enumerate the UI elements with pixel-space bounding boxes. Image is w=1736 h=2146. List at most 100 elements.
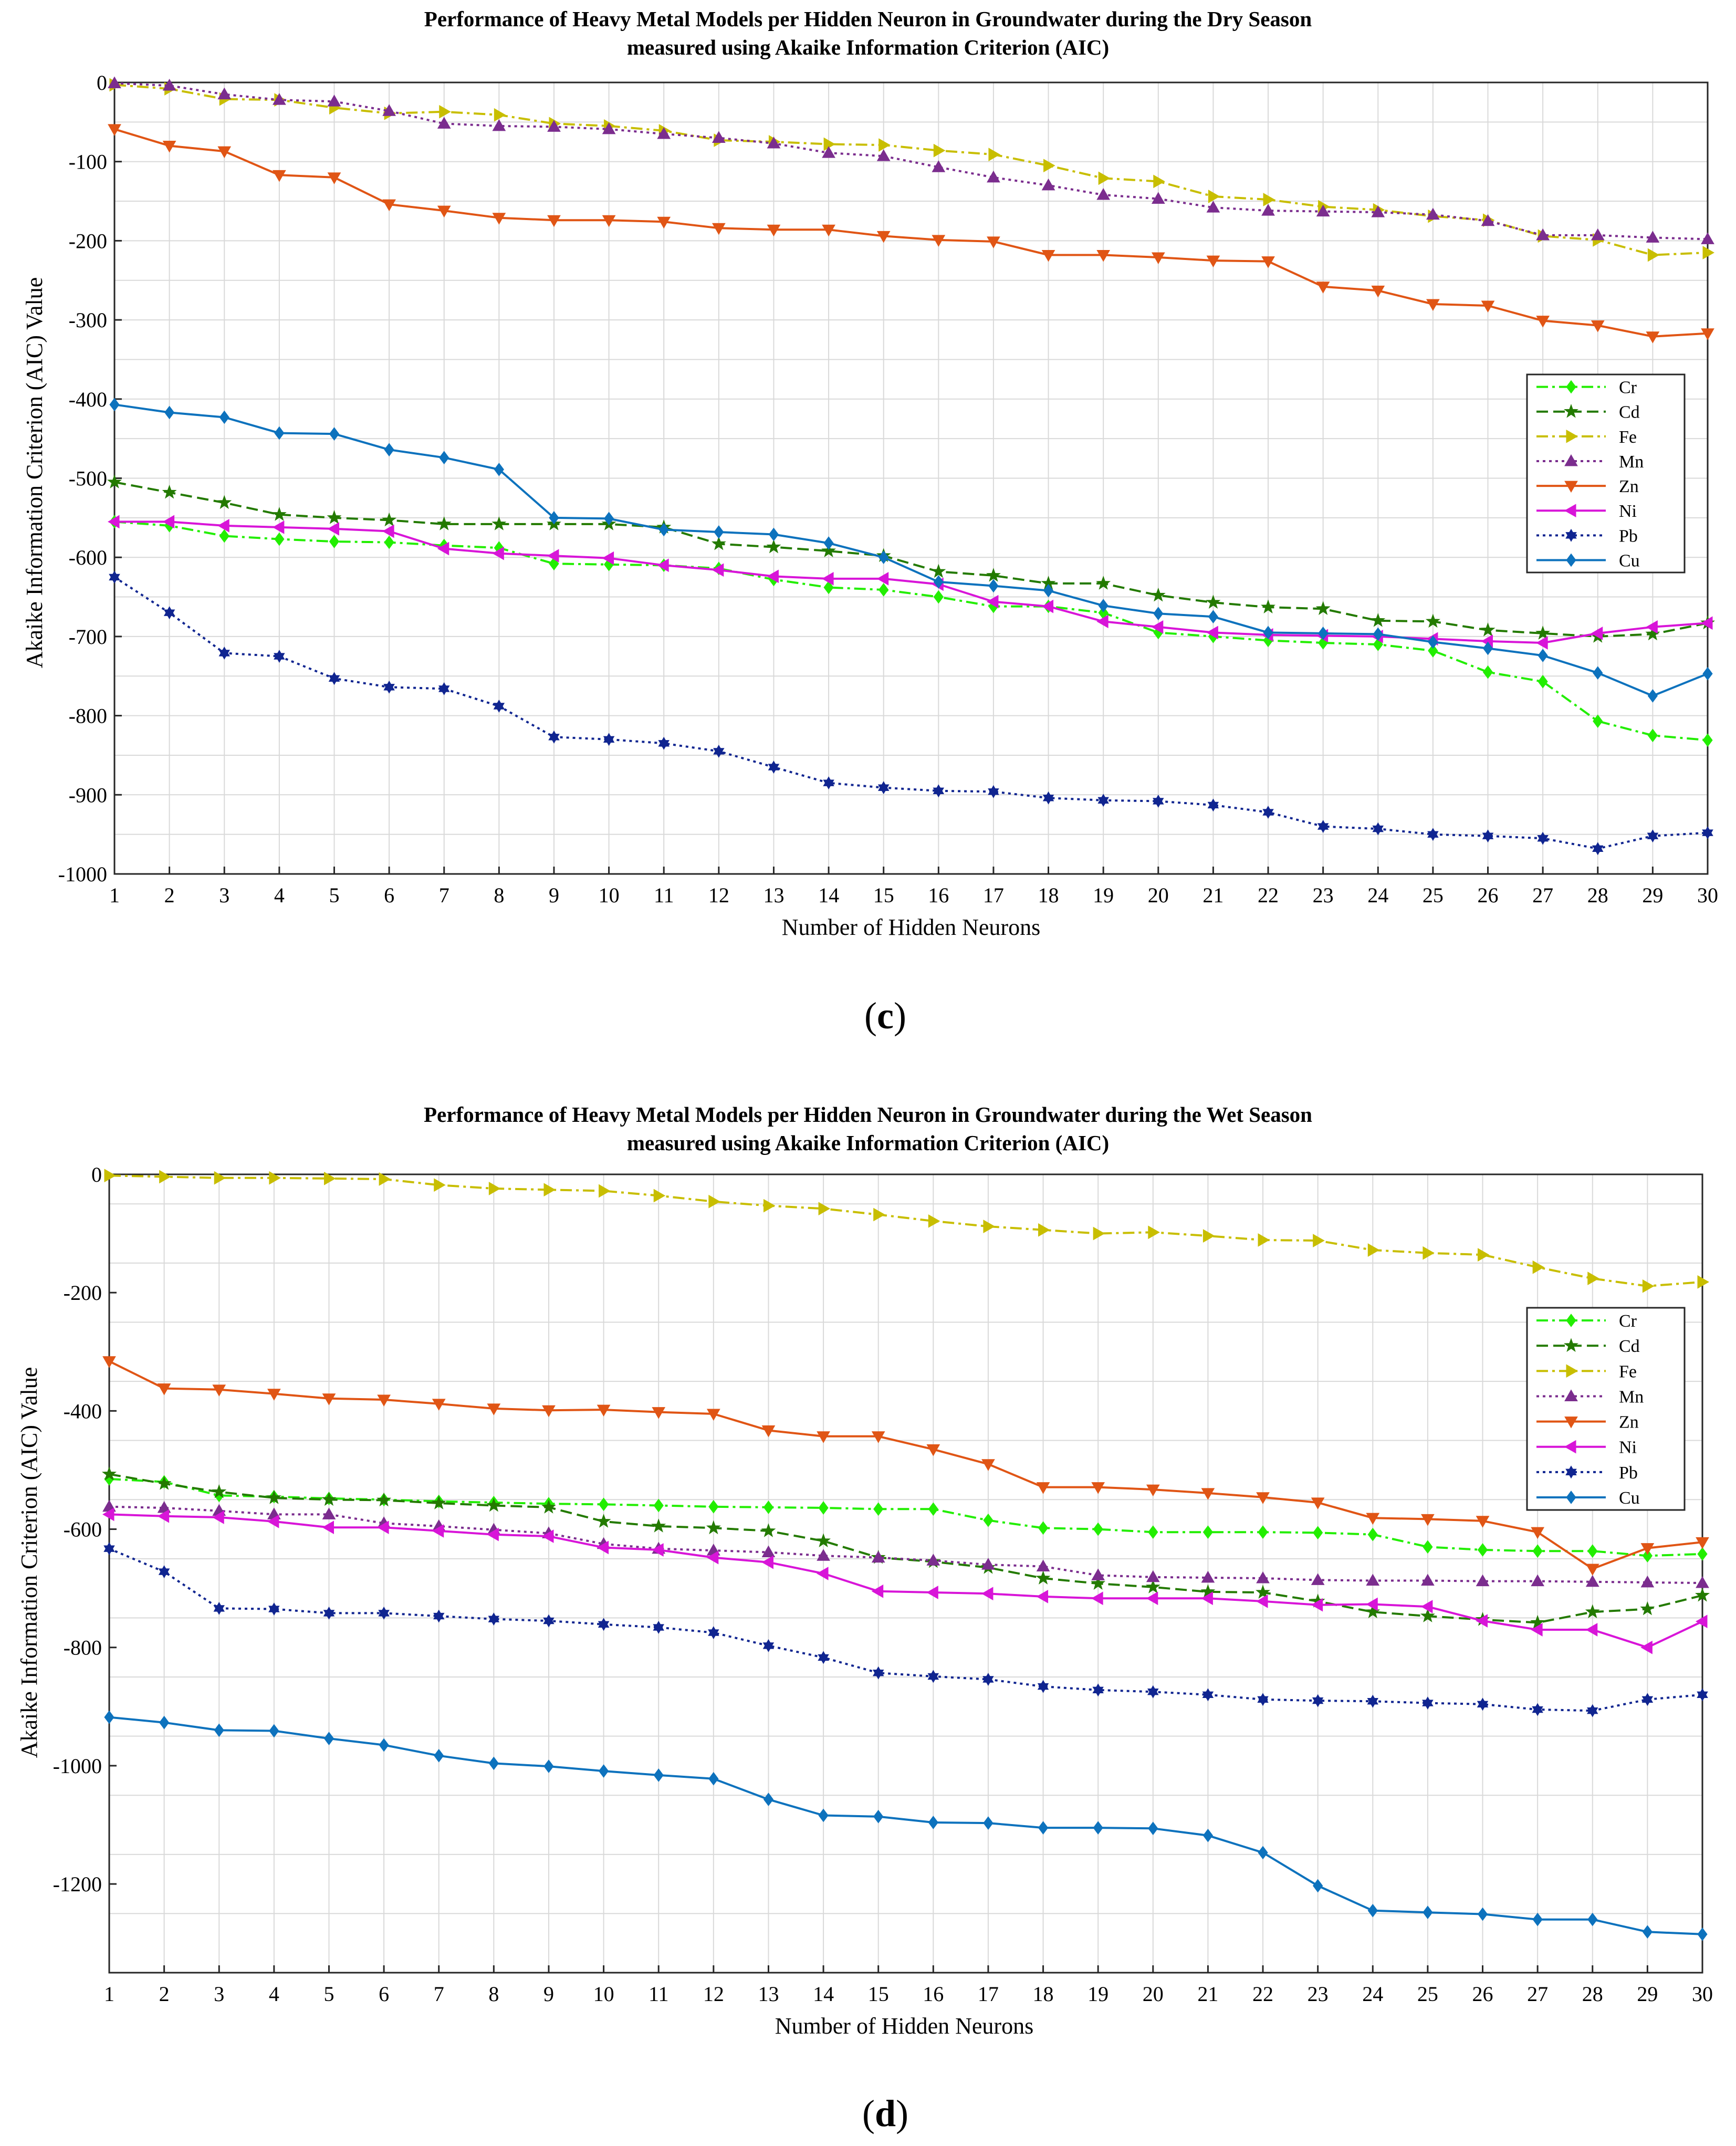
data-point	[873, 1502, 884, 1516]
x-tick-label: 9	[543, 1982, 554, 2006]
legend-label: Mn	[1619, 452, 1644, 472]
data-point	[926, 1586, 938, 1599]
data-point	[156, 1476, 172, 1490]
data-point	[1477, 1907, 1488, 1921]
data-point	[1535, 626, 1551, 640]
y-tick-label: -200	[69, 229, 107, 253]
data-point	[323, 1607, 335, 1620]
x-tick-label: 5	[329, 883, 339, 907]
x-tick-label: 16	[923, 1982, 944, 2006]
series-line	[109, 1174, 1703, 1287]
data-point	[1153, 607, 1164, 621]
data-point	[873, 1207, 885, 1222]
x-tick-label: 10	[593, 1982, 614, 2006]
data-point	[109, 398, 120, 412]
data-point	[1592, 842, 1604, 856]
legend-marker	[1564, 1389, 1578, 1401]
x-tick-label: 19	[1087, 1982, 1108, 2006]
data-point	[434, 1748, 444, 1763]
data-point	[761, 1523, 776, 1537]
data-point	[822, 146, 835, 158]
data-point	[1096, 614, 1108, 629]
data-point	[1585, 1604, 1600, 1619]
data-point	[1532, 1912, 1543, 1926]
data-point	[157, 1509, 170, 1523]
data-point	[217, 519, 229, 533]
data-point	[382, 104, 396, 116]
series-line	[113, 576, 1708, 850]
data-point	[1261, 256, 1275, 268]
data-point	[1262, 806, 1274, 819]
data-point	[1591, 627, 1603, 640]
legend: Cr Cd Fe Mn Zn Ni Pb Cu	[1526, 373, 1686, 574]
data-point	[1366, 1597, 1378, 1611]
series-pb	[103, 1542, 1708, 1717]
legend-label: Mn	[1619, 1387, 1644, 1407]
data-point	[377, 1520, 389, 1535]
data-point	[1702, 246, 1715, 259]
x-tick-label: 27	[1532, 883, 1553, 907]
data-point	[1423, 1540, 1433, 1554]
data-point	[439, 451, 449, 465]
data-point	[768, 527, 779, 541]
data-point	[1591, 228, 1605, 241]
data-point	[1646, 331, 1660, 343]
data-point	[159, 1715, 170, 1730]
data-point	[1426, 299, 1440, 311]
data-point	[926, 1444, 940, 1456]
x-tick-label: 5	[323, 1982, 334, 2006]
data-point	[658, 523, 669, 537]
data-point	[1313, 1879, 1323, 1893]
x-tick-label: 22	[1258, 883, 1279, 907]
data-point	[714, 525, 724, 539]
data-point	[1263, 626, 1273, 640]
data-point	[218, 647, 230, 660]
data-point	[159, 1170, 171, 1184]
data-point	[602, 215, 616, 227]
data-point	[602, 551, 614, 565]
series-zn	[102, 1356, 1709, 1576]
y-tick-label: -1000	[58, 862, 107, 886]
x-tick-label: 9	[549, 883, 559, 907]
x-axis: 1 2 3 4 5 6 7 8 9 10 11 12 13 14 15 16 17 18 19 20 21 22 23 24 2…	[109, 867, 1718, 907]
data-point	[1422, 1696, 1434, 1710]
data-point	[1208, 610, 1219, 624]
data-point	[598, 1764, 609, 1778]
data-point	[1201, 1570, 1215, 1583]
data-point	[823, 580, 834, 595]
data-point	[1591, 320, 1605, 332]
data-point	[102, 1507, 114, 1522]
data-point	[382, 199, 396, 212]
data-point	[1640, 1640, 1653, 1654]
data-point	[274, 426, 285, 440]
data-point	[1042, 791, 1054, 805]
x-tick-label: 14	[813, 1982, 834, 2006]
data-point	[1420, 1608, 1435, 1622]
y-tick-label: -800	[69, 704, 107, 728]
data-point	[547, 549, 559, 563]
data-point	[1697, 1547, 1708, 1561]
series-cu	[104, 1710, 1708, 1941]
data-point	[101, 1466, 117, 1481]
legend-marker	[1565, 1465, 1577, 1479]
legend-label: Fe	[1619, 1362, 1637, 1381]
data-point	[162, 79, 176, 91]
data-point	[981, 1587, 994, 1601]
series-line	[109, 1513, 1703, 1649]
data-point	[1482, 641, 1493, 655]
data-point	[548, 730, 560, 744]
data-point	[1098, 599, 1108, 612]
data-point	[162, 141, 176, 153]
data-point	[1261, 204, 1275, 216]
series-line	[114, 403, 1708, 697]
data-point	[1036, 1559, 1050, 1571]
y-tick-label: -600	[64, 1518, 102, 1541]
data-point	[818, 1808, 829, 1822]
data-point	[163, 606, 175, 620]
data-point	[1647, 248, 1660, 262]
panel-letter: c	[877, 995, 894, 1037]
data-point	[1041, 599, 1054, 613]
data-point	[761, 1425, 776, 1437]
legend-item: Zn	[1536, 1413, 1639, 1432]
x-tick-label: 15	[868, 1982, 889, 2006]
